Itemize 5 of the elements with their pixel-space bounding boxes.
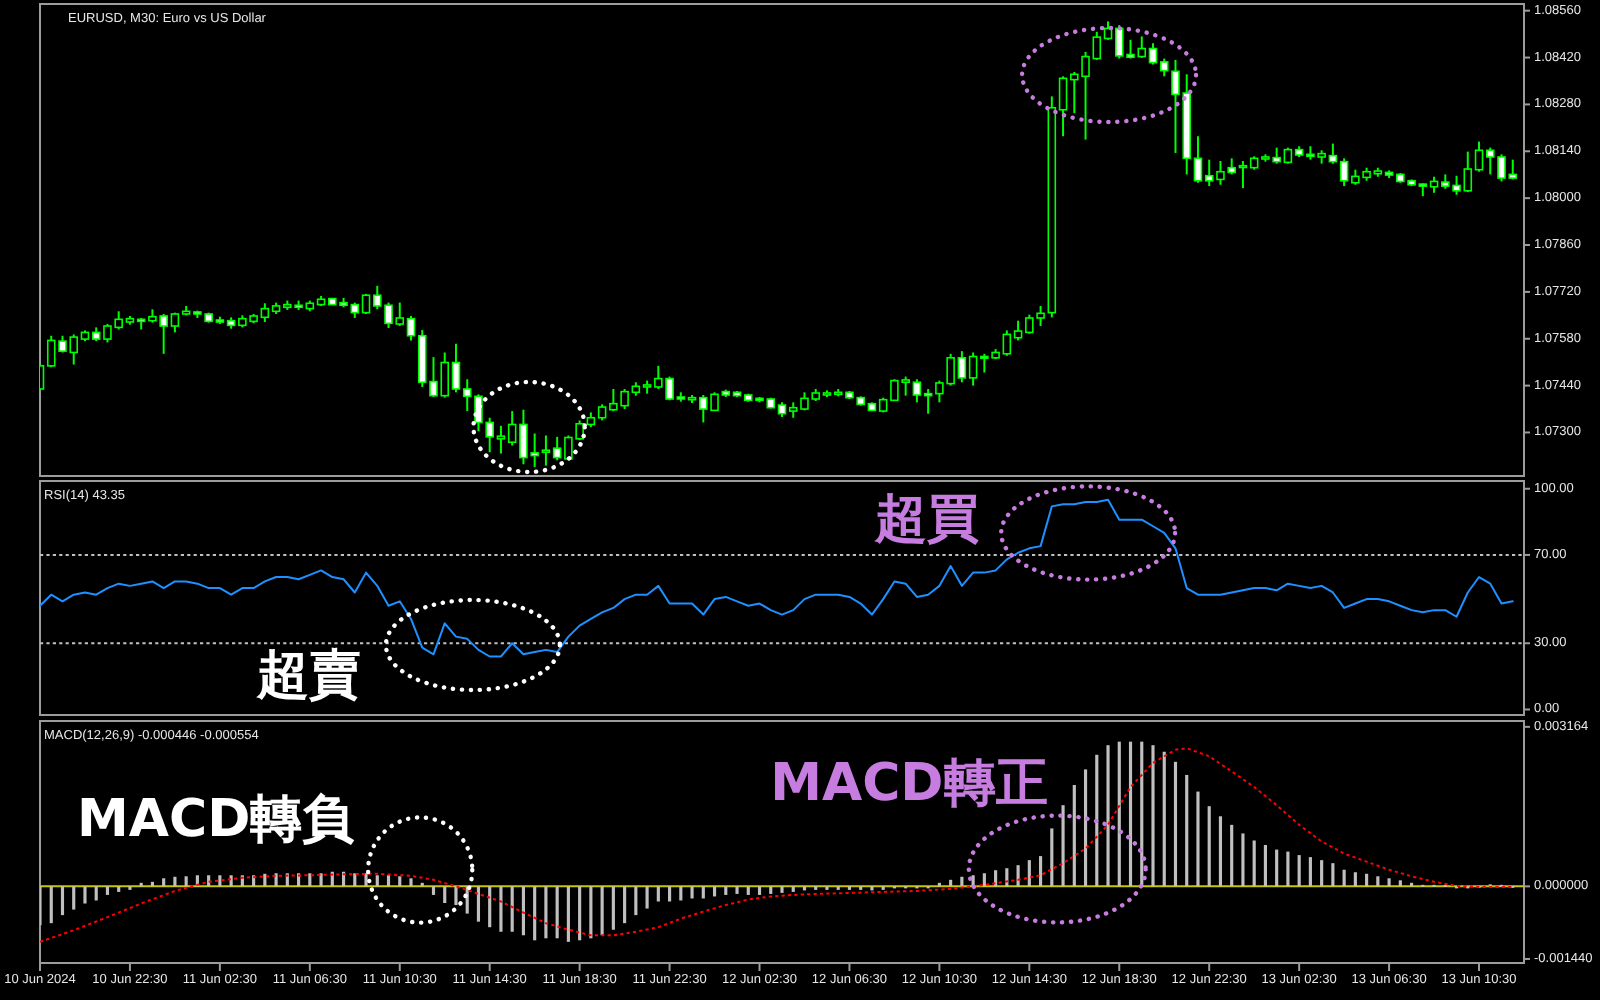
annotation: 超賣	[255, 646, 362, 706]
annotation: MACD轉負	[77, 790, 357, 850]
annotation: 超買	[872, 490, 979, 550]
annotation: MACD轉正	[770, 754, 1048, 814]
line-series	[40, 747, 1514, 943]
